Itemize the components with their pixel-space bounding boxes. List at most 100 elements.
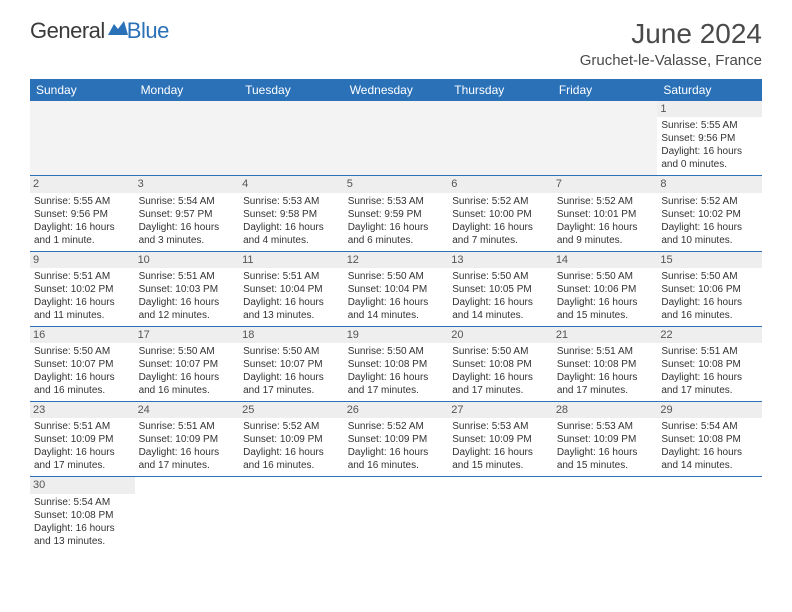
daylight-line: Daylight: 16 hours and 13 minutes. [34,522,131,548]
sunset-line: Sunset: 10:07 PM [139,358,236,371]
calendar-cell: 2Sunrise: 5:55 AMSunset: 9:56 PMDaylight… [30,176,135,251]
calendar-cell: 4Sunrise: 5:53 AMSunset: 9:58 PMDaylight… [239,176,344,251]
sunrise-line: Sunrise: 5:50 AM [348,270,445,283]
daylight-line: Daylight: 16 hours and 14 minutes. [348,296,445,322]
sunset-line: Sunset: 10:08 PM [348,358,445,371]
brand-icon [108,19,128,40]
daylight-line: Daylight: 16 hours and 16 minutes. [243,446,340,472]
sunrise-line: Sunrise: 5:51 AM [243,270,340,283]
day-number: 4 [239,176,344,192]
calendar-cell: 16Sunrise: 5:50 AMSunset: 10:07 PMDaylig… [30,326,135,401]
day-header: Monday [135,79,240,101]
sunset-line: Sunset: 10:02 PM [661,208,758,221]
calendar-cell: 7Sunrise: 5:52 AMSunset: 10:01 PMDayligh… [553,176,658,251]
sunrise-line: Sunrise: 5:53 AM [557,420,654,433]
brand-logo: General Blue [30,18,169,44]
daylight-line: Daylight: 16 hours and 9 minutes. [557,221,654,247]
day-header: Friday [553,79,658,101]
daylight-line: Daylight: 16 hours and 16 minutes. [34,371,131,397]
calendar-table: SundayMondayTuesdayWednesdayThursdayFrid… [30,79,762,553]
sunrise-line: Sunrise: 5:51 AM [34,270,131,283]
location: Gruchet-le-Valasse, France [580,52,762,69]
sunrise-line: Sunrise: 5:51 AM [557,345,654,358]
day-number: 5 [344,176,449,192]
day-number: 17 [135,327,240,343]
day-header: Tuesday [239,79,344,101]
sunrise-line: Sunrise: 5:52 AM [452,195,549,208]
day-number: 7 [553,176,658,192]
sunset-line: Sunset: 10:04 PM [243,283,340,296]
day-number: 28 [553,402,658,418]
calendar-cell [553,477,658,552]
day-header: Wednesday [344,79,449,101]
daylight-line: Daylight: 16 hours and 17 minutes. [557,371,654,397]
calendar-cell [448,477,553,552]
sunset-line: Sunset: 10:07 PM [34,358,131,371]
calendar-cell: 15Sunrise: 5:50 AMSunset: 10:06 PMDaylig… [657,251,762,326]
calendar-cell: 14Sunrise: 5:50 AMSunset: 10:06 PMDaylig… [553,251,658,326]
calendar-cell: 8Sunrise: 5:52 AMSunset: 10:02 PMDayligh… [657,176,762,251]
calendar-cell: 17Sunrise: 5:50 AMSunset: 10:07 PMDaylig… [135,326,240,401]
calendar-cell: 1Sunrise: 5:55 AMSunset: 9:56 PMDaylight… [657,101,762,176]
header: General Blue June 2024 Gruchet-le-Valass… [30,18,762,69]
sunrise-line: Sunrise: 5:52 AM [661,195,758,208]
day-number: 18 [239,327,344,343]
sunset-line: Sunset: 10:09 PM [139,433,236,446]
sunrise-line: Sunrise: 5:50 AM [452,270,549,283]
sunrise-line: Sunrise: 5:53 AM [243,195,340,208]
sunrise-line: Sunrise: 5:53 AM [348,195,445,208]
daylight-line: Daylight: 16 hours and 17 minutes. [661,371,758,397]
calendar-cell: 19Sunrise: 5:50 AMSunset: 10:08 PMDaylig… [344,326,449,401]
day-number: 23 [30,402,135,418]
day-number: 26 [344,402,449,418]
calendar-cell [448,101,553,176]
calendar-cell: 21Sunrise: 5:51 AMSunset: 10:08 PMDaylig… [553,326,658,401]
brand-part1: General [30,18,105,44]
sunset-line: Sunset: 9:56 PM [34,208,131,221]
sunset-line: Sunset: 9:59 PM [348,208,445,221]
calendar-cell: 12Sunrise: 5:50 AMSunset: 10:04 PMDaylig… [344,251,449,326]
sunset-line: Sunset: 10:00 PM [452,208,549,221]
brand-part2: Blue [127,18,169,44]
day-number: 20 [448,327,553,343]
calendar-cell [657,477,762,552]
sunrise-line: Sunrise: 5:50 AM [452,345,549,358]
sunrise-line: Sunrise: 5:50 AM [34,345,131,358]
calendar-cell: 11Sunrise: 5:51 AMSunset: 10:04 PMDaylig… [239,251,344,326]
sunset-line: Sunset: 9:57 PM [139,208,236,221]
calendar-cell [344,101,449,176]
sunrise-line: Sunrise: 5:53 AM [452,420,549,433]
day-number: 6 [448,176,553,192]
calendar-cell: 26Sunrise: 5:52 AMSunset: 10:09 PMDaylig… [344,402,449,477]
sunset-line: Sunset: 10:07 PM [243,358,340,371]
calendar-cell: 28Sunrise: 5:53 AMSunset: 10:09 PMDaylig… [553,402,658,477]
calendar-cell: 10Sunrise: 5:51 AMSunset: 10:03 PMDaylig… [135,251,240,326]
sunset-line: Sunset: 10:09 PM [557,433,654,446]
month-title: June 2024 [580,18,762,50]
daylight-line: Daylight: 16 hours and 17 minutes. [452,371,549,397]
sunset-line: Sunset: 10:03 PM [139,283,236,296]
daylight-line: Daylight: 16 hours and 17 minutes. [139,446,236,472]
sunset-line: Sunset: 10:08 PM [34,509,131,522]
day-number: 30 [30,477,135,493]
daylight-line: Daylight: 16 hours and 15 minutes. [557,296,654,322]
day-header: Saturday [657,79,762,101]
sunrise-line: Sunrise: 5:50 AM [348,345,445,358]
day-number: 21 [553,327,658,343]
daylight-line: Daylight: 16 hours and 11 minutes. [34,296,131,322]
sunset-line: Sunset: 10:06 PM [661,283,758,296]
day-header: Thursday [448,79,553,101]
calendar-cell [135,101,240,176]
day-number: 13 [448,252,553,268]
daylight-line: Daylight: 16 hours and 4 minutes. [243,221,340,247]
sunrise-line: Sunrise: 5:50 AM [139,345,236,358]
sunset-line: Sunset: 10:09 PM [243,433,340,446]
day-number: 3 [135,176,240,192]
daylight-line: Daylight: 16 hours and 16 minutes. [661,296,758,322]
sunrise-line: Sunrise: 5:52 AM [243,420,340,433]
calendar-cell [135,477,240,552]
daylight-line: Daylight: 16 hours and 17 minutes. [243,371,340,397]
day-number: 8 [657,176,762,192]
daylight-line: Daylight: 16 hours and 6 minutes. [348,221,445,247]
day-header: Sunday [30,79,135,101]
